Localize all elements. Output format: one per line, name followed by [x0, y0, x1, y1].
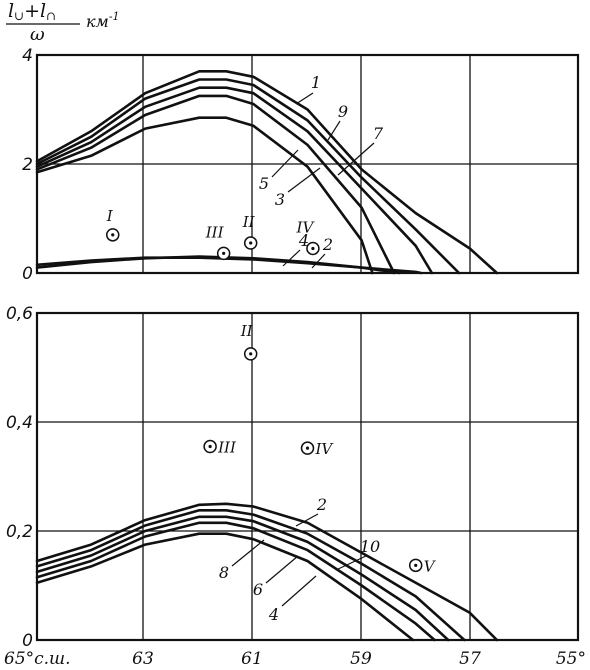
y-tick-label: 2: [22, 155, 33, 175]
y-tick-label: 0,4: [6, 413, 33, 433]
observation-point-dot-II: [249, 352, 253, 356]
y-axis-title-denominator: ω: [30, 24, 45, 45]
curve-label-leader: [335, 555, 367, 571]
curve-label-2: 2: [322, 235, 333, 254]
observation-point-label: III: [217, 439, 237, 457]
plot-frame: [35, 311, 580, 642]
observation-point-dot-III: [222, 251, 226, 255]
curve-label-leader: [271, 149, 299, 178]
x-tick-label: 63: [132, 649, 154, 669]
series-curve-4: [35, 521, 436, 642]
observation-point-label: IV: [315, 440, 335, 458]
curve-label-6: 6: [253, 580, 263, 599]
top-curve-labels: 19 7 53 4 2: [259, 73, 384, 269]
observation-point-dot-II: [249, 241, 253, 245]
curve-label-5: 5: [259, 174, 269, 193]
series-curve-1: [35, 70, 499, 275]
series-curve-2: [35, 502, 499, 642]
curve-label-leader: [231, 539, 265, 567]
y-tick-label: 0,2: [6, 522, 33, 542]
curve-label-leader: [295, 513, 319, 527]
top-curves: [35, 70, 499, 275]
observation-point-label: II: [242, 213, 256, 231]
x-axis-ticks: 65°с.ш. 63 61 59 57 55°: [4, 649, 586, 669]
y-axis-title: l∪+l∩ ω км-1: [6, 0, 120, 45]
bottom-curves: [35, 502, 499, 642]
curve-label-1: 1: [311, 73, 321, 92]
observation-point-label: IV: [296, 218, 316, 236]
observation-point-dot-IV: [311, 246, 315, 251]
series-curve-5: [35, 94, 396, 275]
curve-label-leader: [295, 92, 314, 105]
x-tick-label: 55°: [556, 649, 586, 669]
y-tick-label: 0: [22, 264, 33, 284]
y-tick-label: 0: [22, 631, 33, 651]
curve-label-leader: [327, 120, 341, 141]
observation-point-dot-I: [111, 233, 115, 237]
curve-label-8: 8: [219, 563, 229, 582]
curve-label-leader: [282, 249, 301, 267]
series-curve-9: [35, 78, 461, 275]
curve-label-leader: [337, 142, 375, 176]
x-tick-label: 61: [241, 649, 263, 669]
y-tick-label: 0,6: [6, 304, 33, 324]
x-tick-label: 59: [350, 649, 372, 669]
bottom-y-ticks: 0 0,2 0,4 0,6: [6, 304, 33, 651]
x-tick-label: 57: [459, 649, 481, 669]
curve-label-leader: [311, 253, 326, 269]
series-curve-3: [35, 116, 374, 275]
curve-label-4: 4: [298, 231, 309, 250]
curve-label-leader: [281, 575, 317, 607]
curve-label-10: 10: [360, 537, 380, 556]
observation-point-dot-V: [414, 563, 418, 567]
observation-point-dot-III: [208, 444, 212, 449]
x-tick-label: 65°с.ш.: [4, 649, 71, 669]
series-curve-8: [35, 532, 415, 642]
y-tick-label: 4: [22, 46, 33, 66]
bottom-curve-labels: 2 10 8 64: [219, 495, 380, 624]
series-curve-6: [35, 515, 450, 642]
observation-point-label: I: [106, 207, 114, 225]
observation-point-label: III: [205, 223, 225, 241]
y-axis-title-numerator: l∪+l∩: [8, 0, 56, 23]
top-y-ticks: 0 2 4: [22, 46, 33, 284]
series-curve-7: [35, 86, 434, 275]
y-axis-unit: км-1: [86, 10, 120, 31]
series-curve-2: [35, 256, 423, 275]
curve-label-leader: [287, 167, 321, 193]
observation-point-dot-IV: [305, 446, 310, 450]
series-curve-10: [35, 509, 466, 642]
bottom-grid: [35, 311, 580, 642]
observation-point-label: II: [240, 322, 254, 340]
observation-point-label: V: [424, 557, 437, 575]
curve-label-leader: [265, 555, 299, 584]
curve-label-2: 2: [316, 495, 327, 514]
curve-label-3: 3: [275, 190, 285, 209]
curve-label-9: 9: [338, 102, 348, 121]
curve-label-7: 7: [373, 124, 384, 143]
curve-label-4: 4: [268, 605, 279, 624]
